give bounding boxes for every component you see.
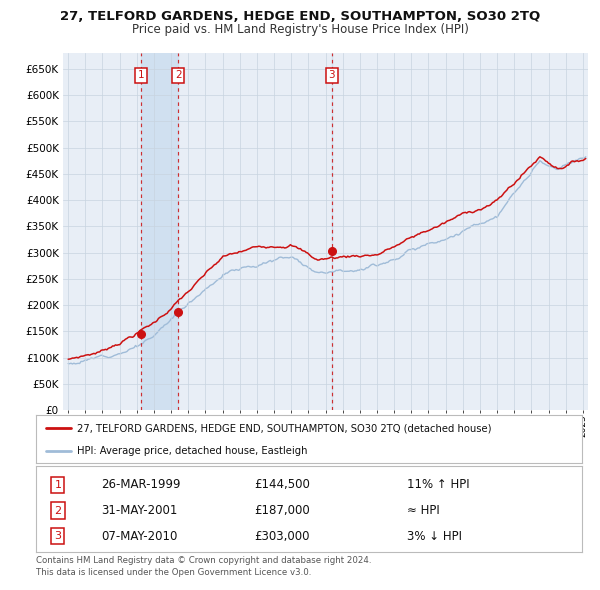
Text: Price paid vs. HM Land Registry's House Price Index (HPI): Price paid vs. HM Land Registry's House …	[131, 23, 469, 36]
Text: 26-MAR-1999: 26-MAR-1999	[101, 478, 181, 491]
Text: 1: 1	[55, 480, 61, 490]
Text: 11% ↑ HPI: 11% ↑ HPI	[407, 478, 470, 491]
Text: HPI: Average price, detached house, Eastleigh: HPI: Average price, detached house, East…	[77, 446, 307, 456]
Text: 2: 2	[175, 70, 182, 80]
Text: £187,000: £187,000	[254, 504, 310, 517]
Text: Contains HM Land Registry data © Crown copyright and database right 2024.: Contains HM Land Registry data © Crown c…	[36, 556, 371, 565]
Text: 2: 2	[54, 506, 61, 516]
Text: ≈ HPI: ≈ HPI	[407, 504, 440, 517]
Text: 3: 3	[328, 70, 335, 80]
Text: 3% ↓ HPI: 3% ↓ HPI	[407, 530, 462, 543]
Text: 31-MAY-2001: 31-MAY-2001	[101, 504, 178, 517]
Text: 1: 1	[137, 70, 144, 80]
Text: 27, TELFORD GARDENS, HEDGE END, SOUTHAMPTON, SO30 2TQ: 27, TELFORD GARDENS, HEDGE END, SOUTHAMP…	[60, 10, 540, 23]
Text: £303,000: £303,000	[254, 530, 310, 543]
Text: 07-MAY-2010: 07-MAY-2010	[101, 530, 178, 543]
Text: This data is licensed under the Open Government Licence v3.0.: This data is licensed under the Open Gov…	[36, 568, 311, 576]
Text: 27, TELFORD GARDENS, HEDGE END, SOUTHAMPTON, SO30 2TQ (detached house): 27, TELFORD GARDENS, HEDGE END, SOUTHAMP…	[77, 423, 491, 433]
Text: 3: 3	[55, 531, 61, 541]
Bar	[141, 53, 178, 410]
Text: £144,500: £144,500	[254, 478, 310, 491]
